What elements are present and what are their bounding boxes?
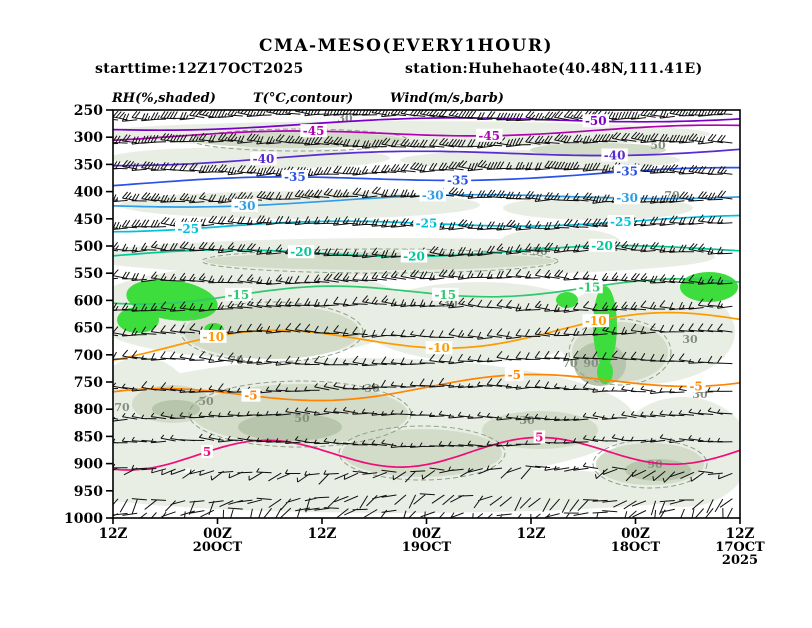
station-label: station:Huhehaote(40.48N,111.41E): [405, 61, 703, 77]
svg-text:-30: -30: [234, 199, 256, 213]
svg-text:20OCT: 20OCT: [193, 540, 243, 555]
svg-text:90: 90: [583, 357, 599, 370]
svg-text:-50: -50: [585, 114, 607, 128]
svg-text:12Z: 12Z: [308, 526, 337, 542]
svg-text:30: 30: [519, 414, 535, 427]
svg-text:-35: -35: [447, 173, 469, 187]
svg-text:12Z: 12Z: [99, 526, 128, 542]
legend-rh-label: RH(%,shaded): [112, 91, 216, 106]
legend-wind-label: Wind(m/s,barb): [390, 91, 504, 106]
svg-text:12Z: 12Z: [517, 526, 546, 542]
svg-text:500: 500: [74, 239, 103, 255]
svg-text:600: 600: [74, 293, 103, 309]
svg-text:900: 900: [74, 457, 103, 473]
svg-text:50: 50: [650, 139, 666, 152]
svg-text:-25: -25: [177, 222, 199, 236]
svg-text:-35: -35: [284, 170, 306, 184]
svg-text:750: 750: [74, 375, 103, 391]
svg-text:90: 90: [647, 458, 663, 471]
chart-title: CMA-MESO(EVERY1HOUR): [258, 36, 554, 56]
svg-text:00Z: 00Z: [412, 526, 441, 542]
svg-text:00Z: 00Z: [203, 526, 232, 542]
legend-temp-label: T(°C,contour): [253, 91, 354, 106]
svg-text:18OCT: 18OCT: [611, 540, 661, 555]
svg-text:-25: -25: [416, 216, 438, 230]
svg-text:70: 70: [114, 401, 130, 414]
svg-text:-20: -20: [290, 245, 312, 259]
svg-text:-10: -10: [585, 314, 607, 328]
svg-text:-10: -10: [428, 341, 450, 355]
svg-text:-10: -10: [202, 330, 224, 344]
contour-labels: -50-45 -45-40 -40-35 -35-35-30-30 -30-25 -25-…: [174, 114, 706, 459]
svg-text:17OCT: 17OCT: [715, 540, 765, 555]
svg-text:-30: -30: [422, 188, 444, 202]
y-axis: 250 300 350 400 450 500 550 600 650 700 750 800 850 9…: [64, 103, 113, 527]
svg-text:5: 5: [203, 445, 211, 459]
svg-text:-35: -35: [616, 164, 638, 178]
svg-text:-30: -30: [616, 191, 638, 205]
svg-text:650: 650: [74, 321, 103, 337]
svg-text:450: 450: [74, 212, 103, 228]
svg-text:-40: -40: [253, 152, 275, 166]
svg-text:-15: -15: [579, 280, 601, 294]
svg-text:-5: -5: [508, 368, 521, 382]
svg-text:19OCT: 19OCT: [402, 540, 452, 555]
starttime-label: starttime:12Z17OCT2025: [95, 61, 304, 77]
svg-text:-40: -40: [604, 148, 626, 162]
svg-text:-15: -15: [434, 288, 456, 302]
svg-text:550: 550: [74, 266, 103, 282]
svg-text:-45: -45: [478, 129, 500, 143]
svg-text:800: 800: [74, 402, 103, 418]
svg-text:-25: -25: [610, 215, 632, 229]
svg-text:12Z: 12Z: [726, 526, 755, 542]
svg-text:5: 5: [535, 430, 543, 444]
rh-shading: [113, 121, 740, 513]
svg-text:-5: -5: [689, 379, 702, 393]
svg-text:700: 700: [74, 348, 103, 364]
svg-text:-20: -20: [403, 249, 425, 263]
svg-text:30: 30: [682, 333, 698, 346]
svg-text:00Z: 00Z: [621, 526, 650, 542]
svg-text:50: 50: [198, 395, 214, 408]
svg-text:250: 250: [74, 103, 103, 119]
svg-text:2025: 2025: [722, 553, 758, 568]
svg-text:1000: 1000: [64, 511, 103, 527]
svg-text:-45: -45: [303, 124, 325, 138]
svg-text:-20: -20: [591, 239, 613, 253]
svg-text:950: 950: [74, 484, 103, 500]
svg-text:-5: -5: [244, 389, 257, 403]
svg-text:400: 400: [74, 185, 103, 201]
svg-text:50: 50: [294, 412, 310, 425]
svg-text:350: 350: [74, 157, 103, 173]
svg-text:850: 850: [74, 429, 103, 445]
svg-text:300: 300: [74, 130, 103, 146]
svg-text:-15: -15: [228, 288, 250, 302]
